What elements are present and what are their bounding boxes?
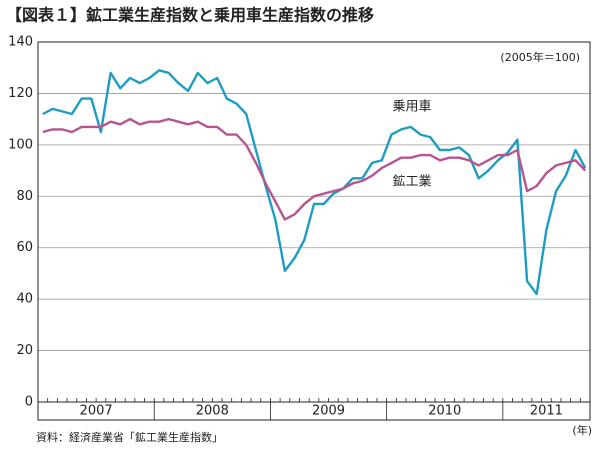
y-tick-label: 40 <box>16 292 33 307</box>
series-label: 乗用車 <box>392 100 431 115</box>
x-tick-label: 2011 <box>530 404 563 419</box>
series-label: 鉱工業 <box>392 174 431 190</box>
x-unit: (年) <box>572 423 592 437</box>
y-tick-label: 60 <box>16 240 33 255</box>
x-tick-label: 2009 <box>312 404 345 419</box>
y-tick-label: 0 <box>25 395 33 410</box>
y-tick-label: 100 <box>8 137 33 152</box>
y-tick-label: 120 <box>8 86 33 101</box>
y-tick-label: 140 <box>8 35 33 50</box>
source: 資料：経済産業省「鉱工業生産指数」 <box>36 430 223 444</box>
chart-title: 【図表１】鉱工業生産指数と乗用車生産指数の推移 <box>6 6 374 25</box>
annotation: (2005年＝100) <box>500 50 580 64</box>
series-line <box>42 69 587 296</box>
series-line <box>42 117 587 221</box>
y-tick-label: 80 <box>16 189 33 204</box>
x-tick-label: 2008 <box>196 404 229 419</box>
y-tick-label: 20 <box>16 343 33 358</box>
x-tick-label: 2010 <box>428 404 461 419</box>
plot-frame <box>37 41 591 421</box>
x-tick-label: 2007 <box>80 404 113 419</box>
